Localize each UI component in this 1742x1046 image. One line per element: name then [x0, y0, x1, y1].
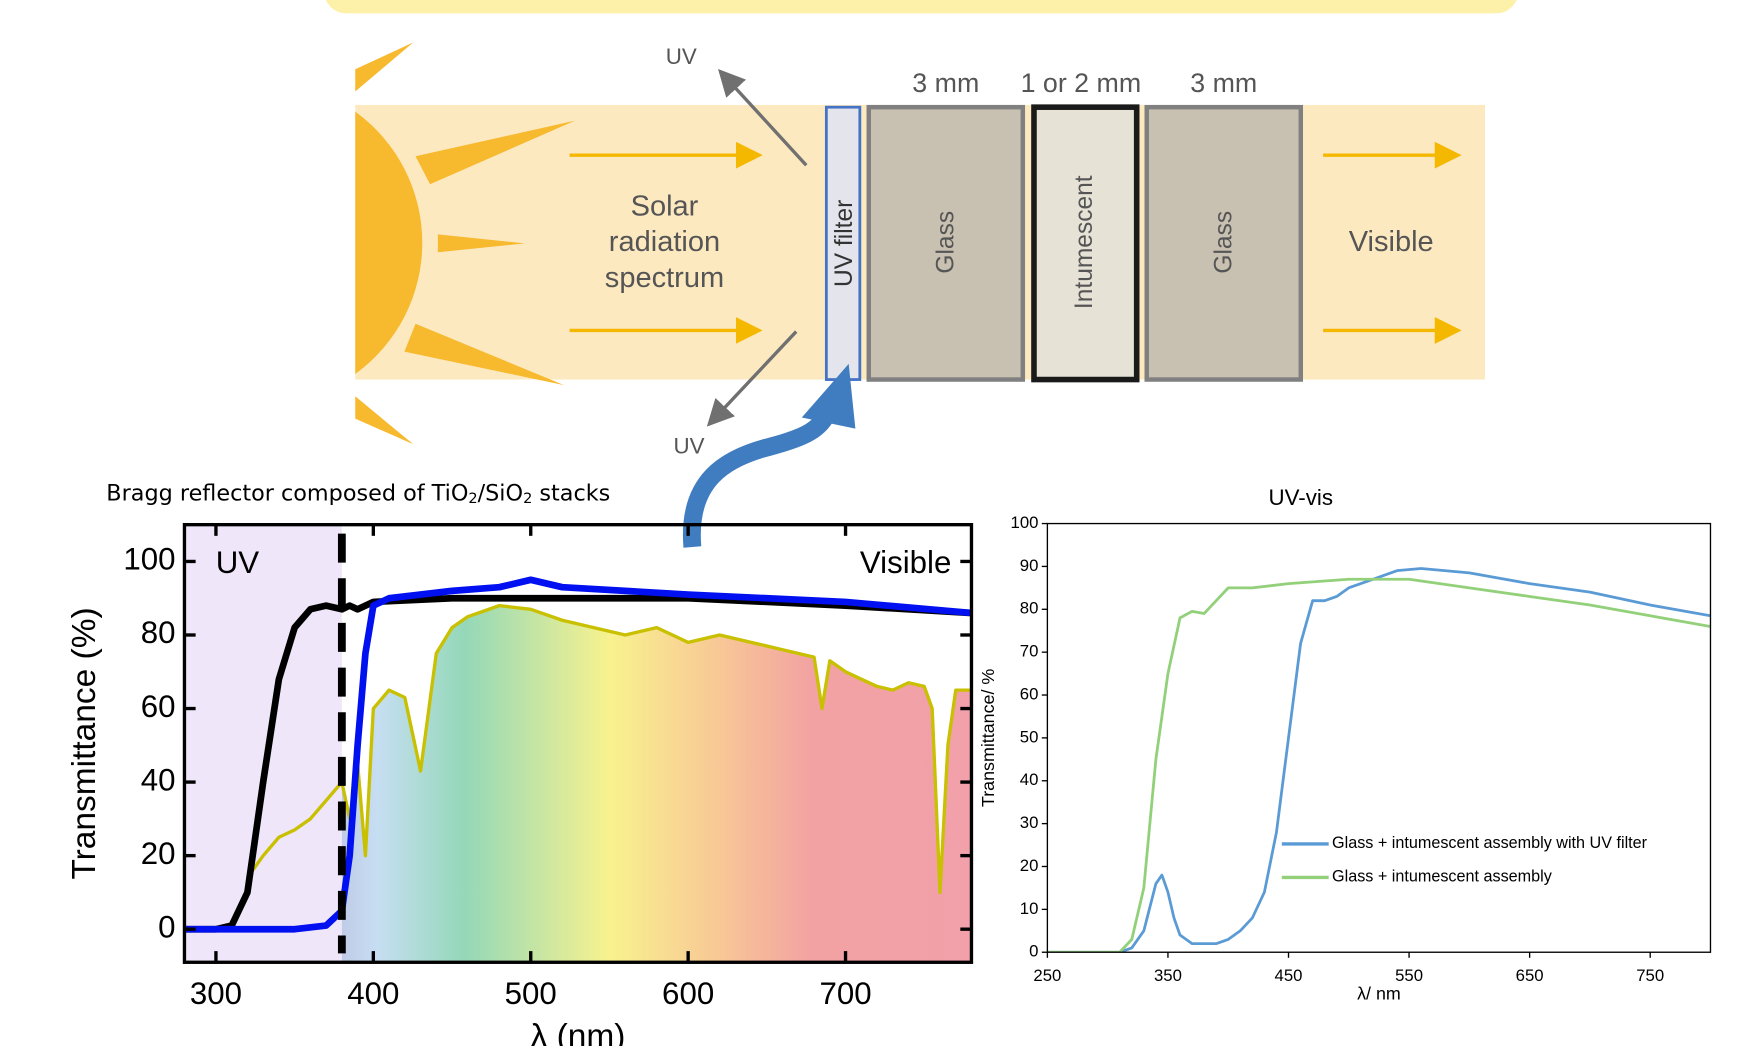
thickness: 3 mm: [1190, 68, 1257, 98]
plot-frame: [1046, 522, 1712, 953]
bragg-text: stacks: [532, 480, 610, 506]
series-line: [184, 576, 972, 933]
x-tick-label: 250: [1033, 966, 1061, 985]
bragg-label: Bragg reflector composed of TiO2/SiO2 st…: [106, 480, 610, 507]
y-tick-label: 80: [141, 615, 176, 650]
x-tick-label: 550: [1395, 966, 1423, 985]
thickness: 1 or 2 mm: [1021, 68, 1142, 98]
y-tick-label: 10: [1020, 899, 1039, 918]
spectrum-area: [341, 605, 972, 963]
y-tick-label: 60: [141, 689, 176, 724]
x-tick-label: 350: [1154, 966, 1182, 985]
uv-region: [184, 524, 342, 963]
uv-arrows: [706, 68, 808, 427]
uv-label: UV: [666, 44, 697, 69]
x-tick-label: 750: [1636, 966, 1664, 985]
y-tick-label: 70: [1020, 642, 1039, 661]
chart-title: UV-vis: [1269, 485, 1333, 510]
glass: [866, 104, 1026, 382]
y-axis-label: Transmittance/ %: [978, 669, 998, 807]
annotation: UV: [216, 545, 260, 580]
y-tick-label: 20: [1020, 856, 1039, 875]
x-tick-label: 700: [819, 976, 871, 1011]
x-axis-label: λ/ nm: [1357, 983, 1401, 1003]
sun: [355, 42, 576, 445]
intumescent: [1031, 104, 1140, 383]
x-tick-label: 500: [505, 976, 557, 1011]
x-tick-label: 450: [1275, 966, 1303, 985]
series-line: [1047, 567, 1711, 953]
layer-label: UV filter: [831, 200, 858, 287]
y-tick-label: 80: [1020, 599, 1039, 618]
x-tick-label: 400: [347, 976, 399, 1011]
x-tick-label: 650: [1516, 966, 1544, 985]
x-axis-label: λ (nm): [531, 1018, 626, 1046]
chart: 0 10 20 30 40 50 60 70 80 90 100 250 350 450 550 650 750…: [978, 485, 1712, 1003]
ray-arrows: [569, 141, 1462, 344]
bragg-sub: 2: [523, 491, 532, 507]
y-tick-label: 0: [158, 909, 175, 944]
solar-label: spectrum: [605, 262, 724, 294]
x-tick-label: 300: [190, 976, 242, 1011]
y-tick-label: 50: [1020, 727, 1039, 746]
layer-label: Glass: [932, 211, 959, 274]
legend-label: Glass + intumescent assembly with UV fil…: [1332, 834, 1648, 852]
solar-label: Solar: [631, 190, 699, 222]
link-arrowhead: [801, 363, 856, 429]
y-tick-label: 100: [123, 542, 175, 577]
visible-label: Visible: [1349, 226, 1434, 258]
y-axis-label: Transmittance (%): [66, 607, 103, 879]
y-tick-label: 90: [1020, 556, 1039, 575]
plot-frame: [182, 523, 974, 964]
x-tick-label: 600: [662, 976, 714, 1011]
chart: UV Visible 0 20 40 60 80 100 300 400 500 600 700 λ (n…: [66, 523, 974, 1046]
y-tick-label: 20: [141, 836, 176, 871]
legend-label: Glass + intumescent assembly: [1332, 868, 1553, 886]
y-tick-label: 40: [1020, 770, 1039, 789]
annotation: Visible: [860, 545, 952, 580]
layer-label: Glass: [1210, 211, 1237, 274]
y-tick-label: 100: [1011, 513, 1039, 532]
uv-filter: [824, 105, 862, 381]
glass: [1144, 104, 1304, 382]
y-tick-label: 0: [1029, 942, 1038, 961]
banner: [325, 0, 1517, 14]
bragg-sub: 2: [468, 491, 477, 507]
uv-label: UV: [674, 434, 705, 459]
bragg-text: Bragg reflector composed of TiO: [106, 480, 468, 506]
y-tick-label: 30: [1020, 813, 1039, 832]
layer-label: Intumescent: [1071, 175, 1098, 309]
y-tick-label: 60: [1020, 684, 1039, 703]
solar-label: radiation: [609, 226, 720, 258]
bragg-text: /SiO: [478, 480, 523, 506]
y-tick-label: 40: [141, 762, 176, 797]
series-line: [246, 603, 972, 895]
link-arrow: [682, 406, 837, 548]
series-line: [184, 594, 972, 933]
series-line: [1047, 577, 1711, 953]
thickness: 3 mm: [912, 68, 979, 98]
